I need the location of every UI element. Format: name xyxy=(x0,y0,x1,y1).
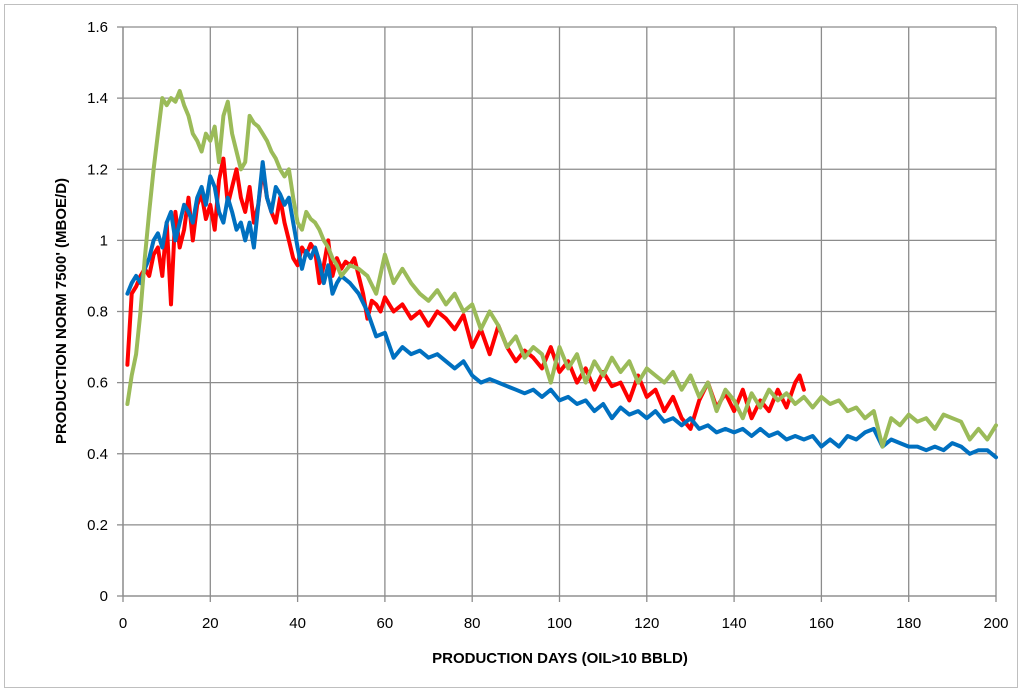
y-tick-label: 0.2 xyxy=(87,517,108,534)
gridlines xyxy=(122,26,997,597)
y-tick-label: 1.4 xyxy=(87,90,108,107)
y-tick-label: 1.6 xyxy=(87,19,108,36)
x-tick-label: 120 xyxy=(634,615,659,632)
x-tick-label: 200 xyxy=(983,615,1008,632)
x-tick-label: 20 xyxy=(202,615,219,632)
x-tick-label: 40 xyxy=(289,615,306,632)
series-line-3 xyxy=(125,89,998,449)
x-tick-label: 60 xyxy=(377,615,394,632)
x-tick-labels: 0 20 40 60 80 100 120 140 160 180 200 xyxy=(119,615,1009,632)
y-tick-label: 1 xyxy=(100,232,108,249)
y-tick-label: 0.8 xyxy=(87,304,108,321)
series-line-2 xyxy=(125,160,998,460)
series-line-1 xyxy=(125,156,806,431)
y-tick-label: 0.6 xyxy=(87,375,108,392)
x-tick-label: 180 xyxy=(896,615,921,632)
y-tick-label: 1.2 xyxy=(87,161,108,178)
x-tick-label: 0 xyxy=(119,615,127,632)
chart-frame xyxy=(4,4,1018,688)
y-tick-labels: 0 0.2 0.4 0.6 0.8 1 1.2 1.4 1.6 xyxy=(87,19,108,605)
y-axis-title: PRODUCTION NORM 7500' (MBOE/D) xyxy=(53,178,70,444)
x-tick-label: 160 xyxy=(809,615,834,632)
axes xyxy=(117,26,997,602)
x-tick-label: 140 xyxy=(722,615,747,632)
y-tick-label: 0 xyxy=(100,588,108,605)
x-tick-label: 80 xyxy=(464,615,481,632)
x-tick-label: 100 xyxy=(547,615,572,632)
y-tick-label: 0.4 xyxy=(87,446,108,463)
series-lines xyxy=(125,89,998,460)
x-axis-title: PRODUCTION DAYS (OIL>10 BBLD) xyxy=(432,650,688,667)
